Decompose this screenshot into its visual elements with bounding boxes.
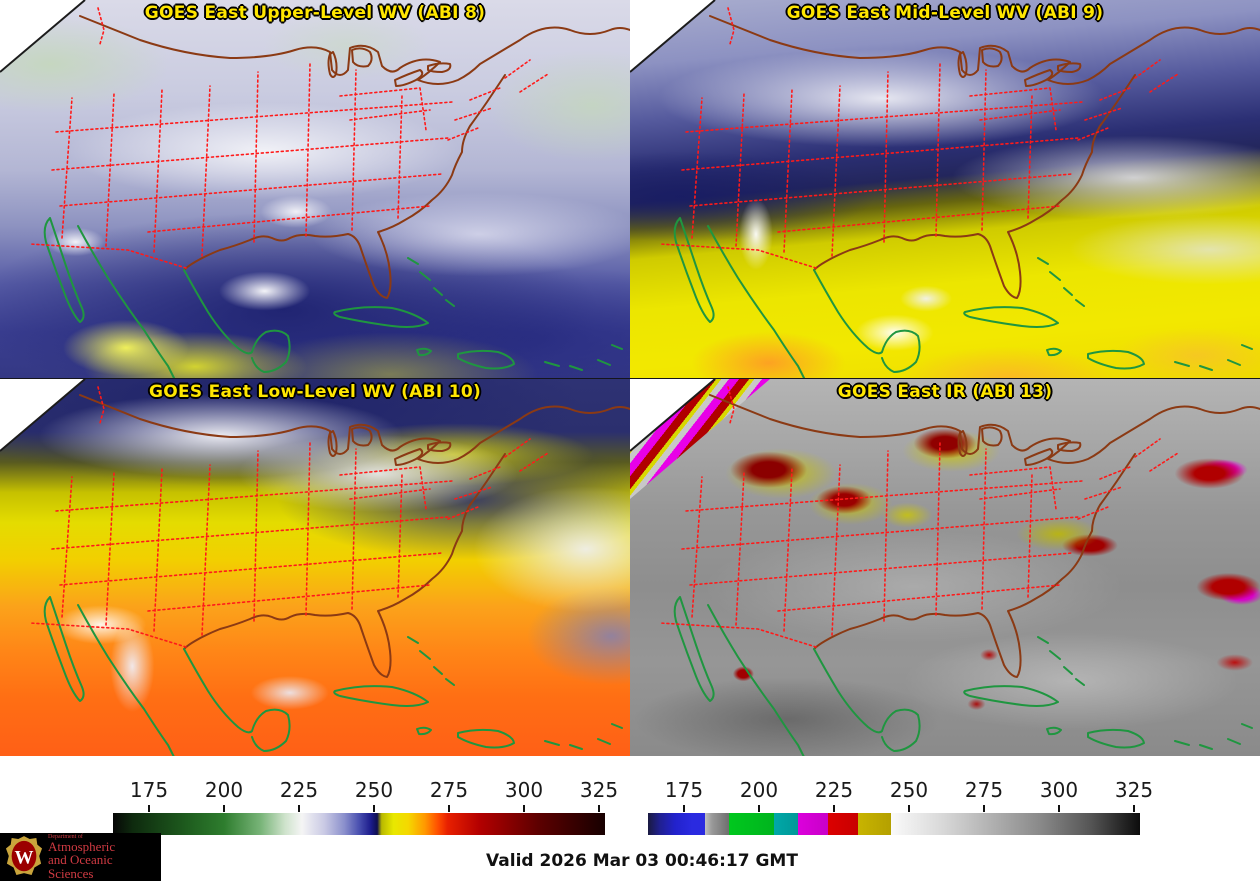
wv-colorbar-group: 175 200 225 250 275 300 325: [0, 756, 630, 881]
wv-colorbar: [113, 813, 605, 835]
uw-crest-icon: W: [5, 836, 43, 876]
ir-tick-label: 325: [1114, 778, 1154, 802]
wv-tick-label: 250: [354, 778, 394, 802]
map-overlay: [630, 379, 1260, 757]
panel-abi13-ir: GOES East IR (ABI 13): [630, 378, 1260, 757]
ir-tick-label: 250: [889, 778, 929, 802]
logo-dept-line1: Atmospheric: [48, 839, 116, 855]
wv-tick-mark: [298, 805, 300, 812]
ir-tick-label: 200: [739, 778, 779, 802]
logo-text: Department of Atmospheric and Oceanic Sc…: [48, 834, 161, 880]
ir-tick-mark: [758, 805, 760, 812]
wv-tick-mark: [448, 805, 450, 812]
uw-monogram: W: [15, 848, 34, 869]
wv-tick-label: 300: [504, 778, 544, 802]
wv-tick-mark: [373, 805, 375, 812]
ir-tick-mark: [1133, 805, 1135, 812]
panel-title-abi13: GOES East IR (ABI 13): [837, 382, 1053, 402]
ir-colorbar: [648, 813, 1140, 835]
panel-title-abi8: GOES East Upper-Level WV (ABI 8): [144, 3, 486, 23]
wv-tick-mark: [223, 805, 225, 812]
ir-tick-mark: [683, 805, 685, 812]
map-overlay: [0, 0, 630, 378]
panel-title-abi10: GOES East Low-Level WV (ABI 10): [148, 382, 482, 402]
footer-strip: 175 200 225 250 275 300 325 175 200 225 …: [0, 756, 1260, 881]
panel-abi10-low-level-wv: GOES East Low-Level WV (ABI 10): [0, 378, 630, 757]
valid-timestamp: Valid 2026 Mar 03 00:46:17 GMT: [486, 851, 798, 871]
ir-colorbar-group: 175 200 225 250 275 300 325: [630, 756, 1260, 881]
wv-tick-mark: [598, 805, 600, 812]
ir-tick-mark: [983, 805, 985, 812]
panel-abi9-mid-level-wv: GOES East Mid-Level WV (ABI 9): [630, 0, 1260, 378]
map-overlay: [630, 0, 1260, 378]
ir-tick-mark: [833, 805, 835, 812]
wv-tick-mark: [523, 805, 525, 812]
logo-dept-prefix: Department of: [48, 834, 83, 841]
wv-tick-mark: [148, 805, 150, 812]
ir-tick-mark: [908, 805, 910, 812]
ir-tick-mark: [1058, 805, 1060, 812]
panel-grid: GOES East Upper-Level WV (ABI 8) GOES Ea…: [0, 0, 1260, 757]
ir-tick-label: 275: [964, 778, 1004, 802]
map-overlay: [0, 379, 630, 757]
wv-tick-label: 225: [279, 778, 319, 802]
wv-tick-label: 175: [129, 778, 169, 802]
ir-tick-label: 225: [814, 778, 854, 802]
wv-tick-label: 200: [204, 778, 244, 802]
panel-abi8-upper-level-wv: GOES East Upper-Level WV (ABI 8): [0, 0, 630, 378]
ir-tick-label: 300: [1039, 778, 1079, 802]
logo-dept-line2: and Oceanic Sciences: [48, 852, 113, 881]
panel-title-abi9: GOES East Mid-Level WV (ABI 9): [786, 3, 1104, 23]
wv-tick-label: 275: [429, 778, 469, 802]
uw-aos-logo: W Department of Atmospheric and Oceanic …: [0, 833, 161, 881]
ir-tick-label: 175: [664, 778, 704, 802]
wv-tick-label: 325: [579, 778, 619, 802]
